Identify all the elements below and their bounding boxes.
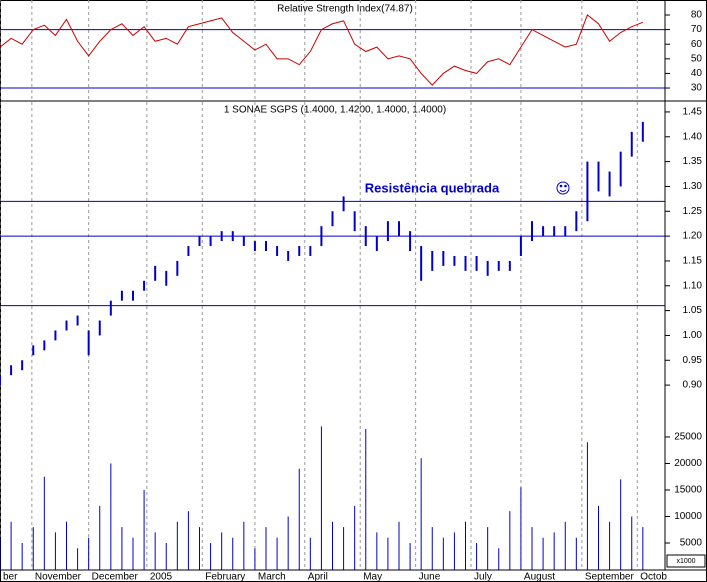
y-tick-label: 25000 (674, 432, 702, 443)
x-tick-label: March (258, 572, 286, 582)
x-tick-label: July (474, 572, 492, 582)
smiley (556, 181, 570, 195)
y-tick-label: 0.90 (683, 380, 703, 391)
y-tick-label: 1.25 (683, 206, 703, 217)
y-tick-label: 10000 (674, 511, 702, 522)
rsi-line (0, 14, 644, 86)
y-tick-label: 20000 (674, 458, 702, 469)
x-tick-label: December (92, 572, 139, 582)
x-tick-label: September (585, 572, 635, 582)
y-tick-label: 1.20 (683, 231, 703, 242)
annotation: Resistência quebrada (365, 180, 500, 195)
y-tick-label: 1.40 (683, 131, 703, 142)
x-tick-label: 2005 (150, 572, 173, 582)
y-tick-label: 40 (691, 68, 703, 79)
x-tick-label: June (419, 572, 441, 582)
unit-label: x1000 (676, 558, 695, 565)
y-tick-label: 1.10 (683, 280, 703, 291)
x-tick-label: ber (3, 572, 18, 582)
x-tick-label: May (363, 572, 382, 582)
y-tick-label: 15000 (674, 485, 702, 496)
y-tick-label: 1.30 (683, 181, 703, 192)
y-tick-label: 1.05 (683, 305, 703, 316)
rsi-title: Relative Strength Index(74.87) (277, 4, 413, 15)
y-tick-label: 1.00 (683, 330, 703, 341)
unit-box (666, 554, 706, 568)
y-tick-label: 1.35 (683, 156, 703, 167)
y-tick-label: 1.15 (683, 256, 703, 267)
price-title: 1 SONAE SGPS (1.4000, 1.4200, 1.4000, 1.… (224, 105, 446, 116)
y-tick-label: 70 (691, 24, 703, 35)
y-tick-label: 80 (691, 10, 703, 21)
y-tick-label: 1.45 (683, 107, 703, 118)
x-tick-label: Octob (640, 572, 667, 582)
x-tick-label: April (308, 572, 328, 582)
y-tick-label: 5000 (680, 538, 703, 549)
x-tick-label: November (35, 572, 82, 582)
y-tick-label: 50 (691, 53, 703, 64)
y-tick-label: 0.95 (683, 355, 703, 366)
y-tick-label: 60 (691, 39, 703, 50)
x-tick-label: August (524, 572, 555, 582)
x-tick-label: February (205, 572, 245, 582)
y-tick-label: 30 (691, 83, 703, 94)
